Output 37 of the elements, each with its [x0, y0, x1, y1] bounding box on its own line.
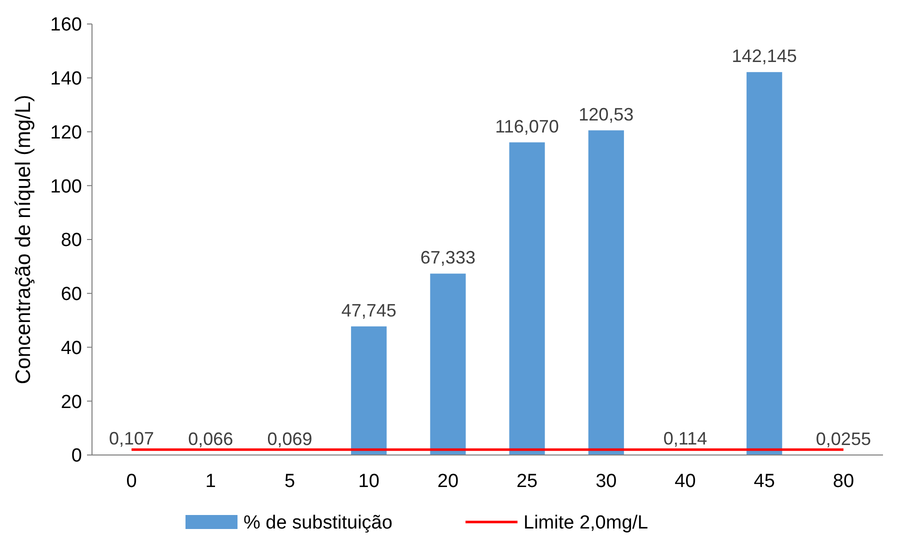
data-label: 0,107	[109, 428, 154, 449]
y-tick-label: 100	[50, 176, 82, 198]
data-label: 120,53	[578, 104, 634, 124]
x-tick-label: 0	[126, 471, 137, 492]
data-label: 0,0255	[816, 428, 871, 449]
y-tick-label: 140	[50, 68, 82, 90]
x-tick-label: 80	[832, 471, 854, 492]
x-tick-label: 10	[358, 471, 380, 492]
bar	[746, 72, 782, 455]
data-label: 142,145	[732, 46, 797, 66]
y-tick-label: 120	[50, 122, 82, 144]
x-tick-label: 30	[596, 471, 617, 492]
x-tick-label: 40	[674, 471, 696, 492]
legend-label: Limite 2,0mg/L	[524, 512, 648, 534]
x-tick-label: 1	[205, 471, 216, 492]
y-axis-title: Concentração de níquel (mg/L)	[12, 94, 35, 384]
bar	[430, 274, 466, 455]
bar	[509, 142, 545, 455]
y-tick-label: 40	[60, 338, 82, 359]
data-label: 0,069	[267, 428, 312, 449]
x-tick-label: 5	[284, 471, 296, 492]
legend-label: % de substituição	[244, 512, 392, 534]
bar	[351, 326, 387, 455]
data-label: 47,745	[341, 300, 396, 320]
y-tick-label: 20	[60, 392, 82, 413]
bar	[588, 130, 624, 455]
data-label: 116,070	[495, 116, 559, 136]
data-label: 67,333	[420, 248, 476, 268]
y-tick-label: 80	[60, 230, 82, 252]
y-tick-label: 60	[60, 284, 82, 306]
data-label: 0,114	[663, 428, 708, 449]
y-tick-label: 160	[50, 14, 82, 36]
data-label: 0,066	[188, 428, 234, 449]
x-tick-label: 25	[516, 471, 538, 492]
x-tick-label: 20	[437, 471, 459, 492]
y-tick-label: 0	[71, 446, 82, 467]
x-tick-label: 45	[754, 471, 775, 492]
